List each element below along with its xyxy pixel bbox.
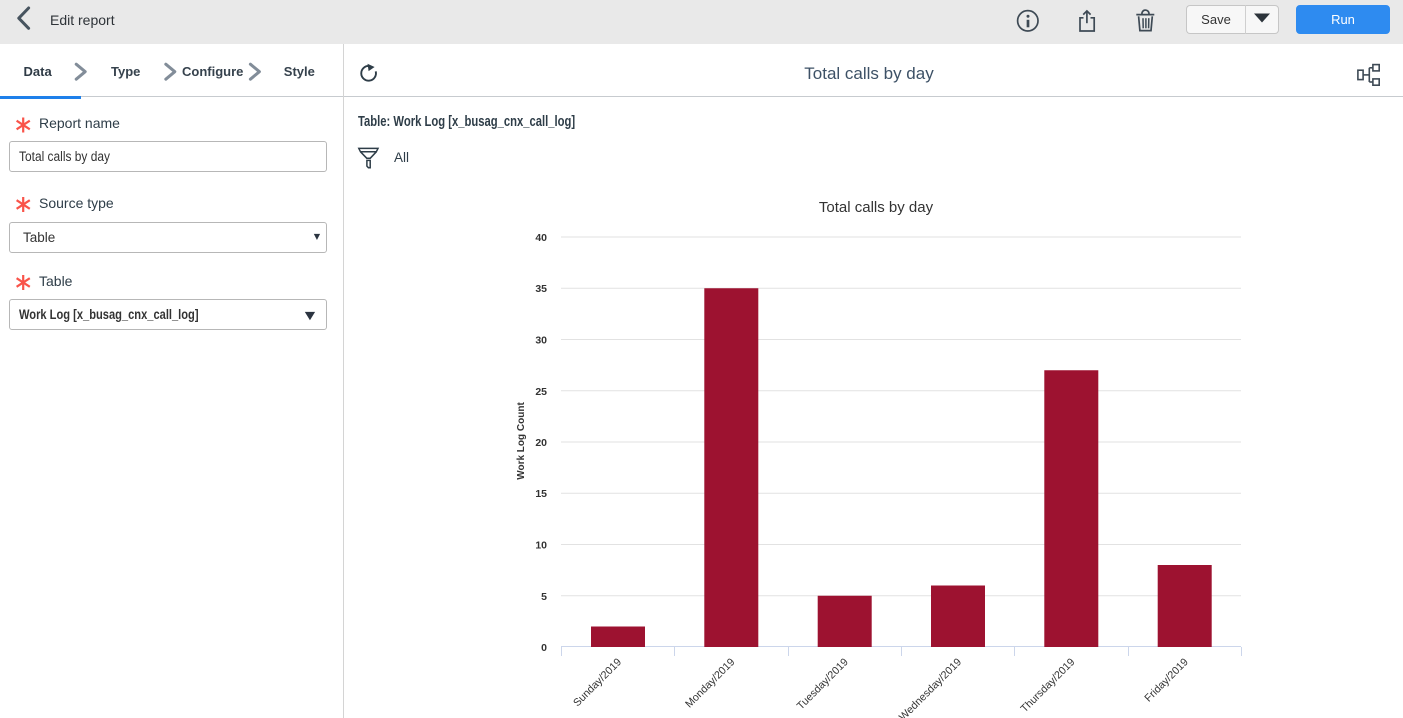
svg-text:15: 15 bbox=[535, 488, 547, 500]
svg-text:Thursday/2019: Thursday/2019 bbox=[1019, 656, 1078, 715]
svg-text:20: 20 bbox=[535, 437, 547, 449]
svg-text:30: 30 bbox=[535, 335, 547, 347]
svg-text:Friday/2019: Friday/2019 bbox=[1142, 656, 1190, 704]
svg-text:Wednesday/2019: Wednesday/2019 bbox=[897, 656, 964, 718]
svg-text:40: 40 bbox=[535, 232, 547, 244]
svg-text:10: 10 bbox=[535, 540, 547, 552]
svg-text:Sunday/2019: Sunday/2019 bbox=[571, 656, 624, 709]
svg-text:Total calls by day: Total calls by day bbox=[819, 199, 934, 216]
svg-text:Work Log Count: Work Log Count bbox=[516, 402, 527, 480]
svg-text:Tuesday/2019: Tuesday/2019 bbox=[795, 656, 851, 712]
svg-text:25: 25 bbox=[535, 386, 547, 398]
svg-text:0: 0 bbox=[541, 642, 547, 654]
svg-text:5: 5 bbox=[541, 591, 547, 603]
svg-text:35: 35 bbox=[535, 283, 547, 295]
svg-text:Monday/2019: Monday/2019 bbox=[683, 656, 737, 710]
